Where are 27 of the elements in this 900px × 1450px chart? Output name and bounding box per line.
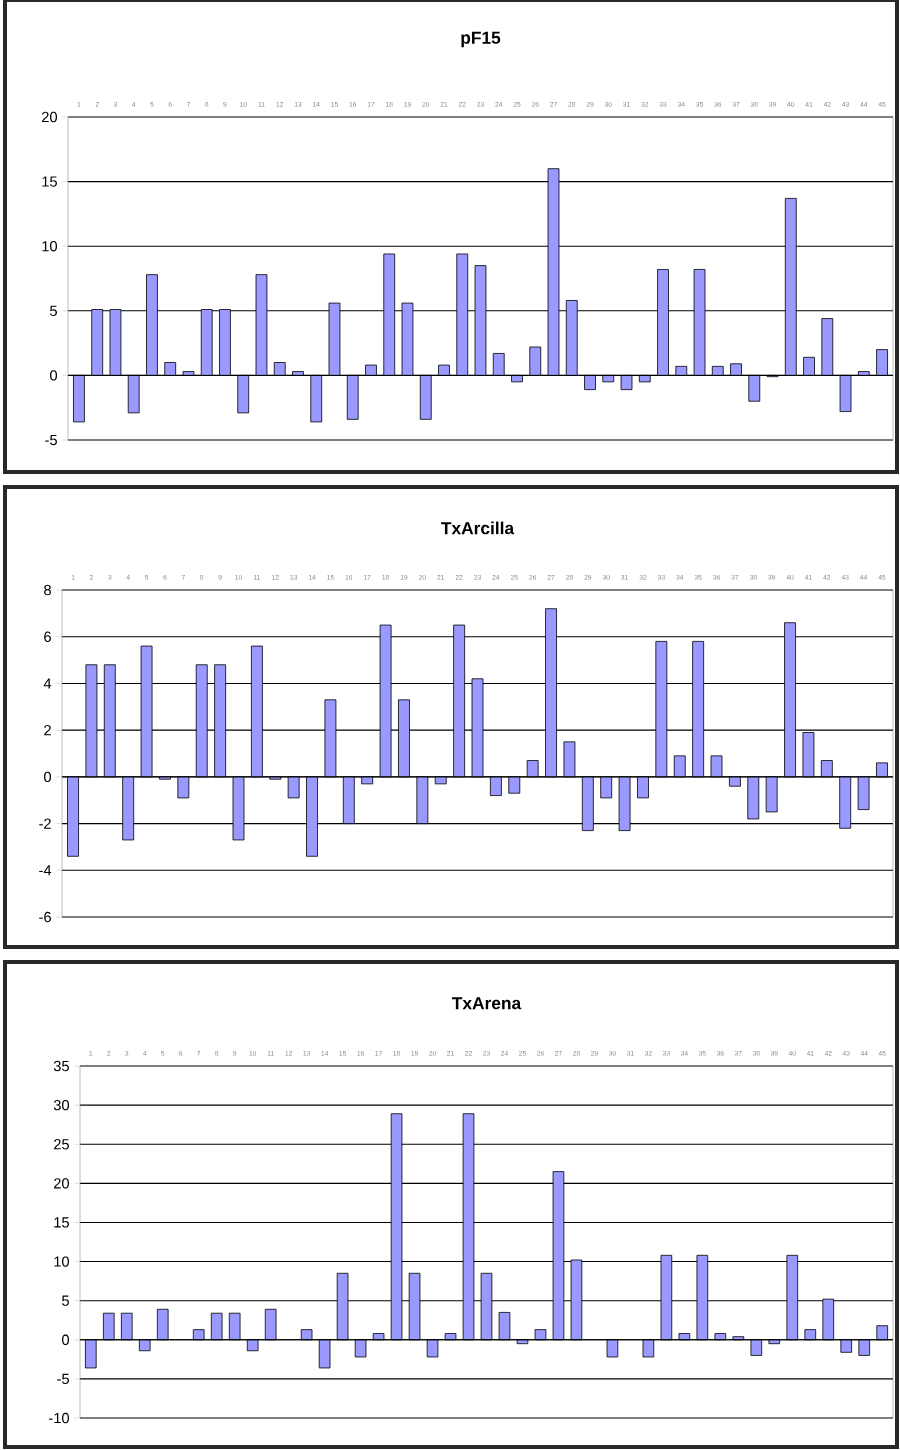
chart-title: TxArena	[452, 997, 522, 1010]
chart-title: pF15	[461, 31, 501, 48]
y-tick-label: 35	[53, 1060, 69, 1072]
y-tick-label: 6	[44, 631, 51, 642]
y-tick-label: 8	[44, 584, 51, 596]
y-tick-label: 0	[44, 771, 52, 783]
y-tick-label: 15	[54, 1217, 69, 1228]
y-tick-label: 15	[42, 176, 57, 187]
y-tick-label: 20	[42, 111, 58, 123]
y-tick-label: 4	[43, 678, 52, 689]
chart-title: TxArcilla	[441, 521, 515, 535]
y-tick-label: -5	[57, 1373, 69, 1385]
y-tick-label: 10	[54, 1256, 70, 1267]
y-tick-label: 25	[54, 1139, 69, 1150]
y-tick-label: -4	[39, 865, 52, 876]
y-tick-label: -10	[49, 1412, 70, 1424]
y-tick-label: 0	[50, 370, 58, 381]
y-tick-label: 30	[53, 1099, 70, 1111]
y-tick-label: 2	[44, 725, 51, 736]
y-tick-label: -2	[39, 818, 51, 829]
y-tick-label: 10	[42, 241, 58, 252]
y-tick-label: -6	[39, 911, 51, 923]
y-tick-label: 5	[50, 305, 57, 316]
y-tick-label: 20	[54, 1178, 70, 1189]
y-tick-label: 5	[62, 1295, 69, 1306]
y-tick-label: 0	[62, 1334, 70, 1345]
y-tick-label: -5	[45, 434, 57, 446]
